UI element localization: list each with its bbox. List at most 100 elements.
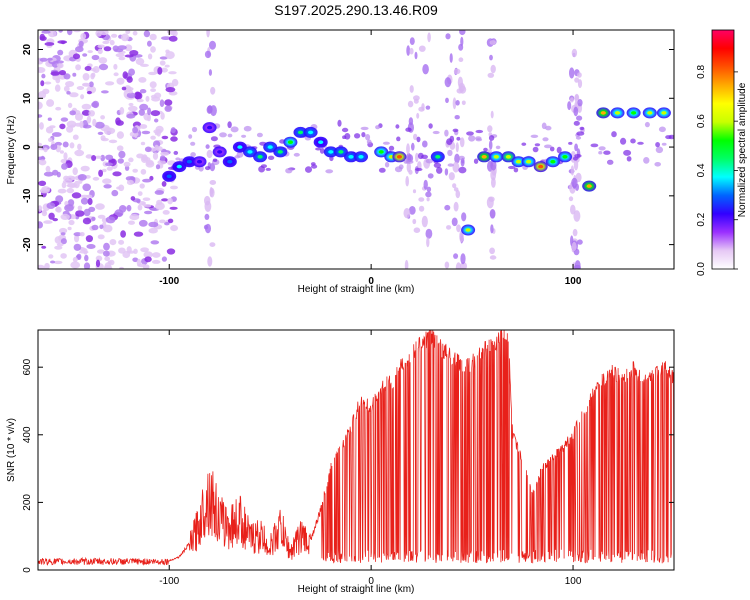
- colorbar-ticks: 0.0 0.2 0.4 0.6 0.8: [696, 64, 738, 276]
- noise-blob: [141, 130, 151, 135]
- noise-blob: [79, 232, 85, 237]
- noise-blob: [117, 45, 127, 50]
- spectrogram-track: [333, 146, 348, 158]
- noise-blob: [449, 135, 455, 143]
- noise-streak: [404, 259, 409, 269]
- noise-blob: [59, 150, 64, 154]
- noise-blob: [128, 105, 138, 112]
- noise-blob: [97, 44, 105, 49]
- noise-blob: [285, 168, 293, 174]
- noise-blob: [105, 81, 115, 86]
- noise-blob: [82, 183, 91, 192]
- noise-blob: [159, 56, 168, 60]
- noise-blob: [59, 227, 68, 234]
- noise-blob: [157, 160, 166, 165]
- spectrogram-frame: [37, 29, 675, 270]
- noise-blob: [144, 210, 153, 215]
- noise-blob: [169, 206, 178, 210]
- noise-streak: [413, 133, 418, 141]
- y-tick-label: 0: [22, 144, 33, 150]
- noise-blob: [661, 142, 667, 146]
- noise-blob: [205, 166, 211, 171]
- noise-blob: [82, 53, 88, 57]
- noise-blob: [38, 221, 43, 229]
- noise-streak: [427, 32, 431, 43]
- noise-streak: [489, 255, 497, 260]
- noise-blob: [337, 119, 342, 127]
- noise-blob: [173, 150, 179, 155]
- noise-blob: [75, 64, 81, 71]
- noise-blob: [97, 234, 105, 240]
- noise-blob: [79, 247, 87, 252]
- noise-blob: [80, 94, 85, 100]
- noise-blob: [428, 123, 433, 129]
- noise-blob: [150, 240, 160, 245]
- noise-blob: [598, 151, 603, 155]
- noise-blob: [44, 81, 52, 85]
- noise-streak: [576, 115, 583, 121]
- noise-blob: [50, 71, 60, 76]
- spectrogram-track: [283, 136, 298, 148]
- noise-blob: [149, 33, 157, 41]
- spectrogram-track: [354, 151, 368, 163]
- noise-blob: [104, 256, 111, 262]
- noise-blob: [360, 126, 369, 131]
- spectrogram-track: [626, 107, 641, 119]
- noise-streak: [206, 149, 213, 159]
- noise-blob: [165, 87, 176, 93]
- noise-blob: [142, 178, 152, 183]
- noise-blob: [138, 77, 147, 83]
- noise-blob: [241, 134, 247, 138]
- noise-blob: [164, 99, 173, 106]
- noise-streak: [490, 64, 496, 74]
- noise-blob: [86, 115, 92, 124]
- spectrogram-track: [610, 107, 625, 119]
- noise-streak: [206, 30, 210, 38]
- noise-streak: [572, 228, 578, 237]
- noise-streak: [575, 172, 582, 183]
- noise-streak: [445, 33, 451, 40]
- noise-blob: [87, 50, 93, 54]
- noise-blob: [140, 141, 146, 146]
- noise-blob: [159, 155, 166, 162]
- spectrogram-track: [374, 146, 389, 158]
- noise-blob: [150, 88, 157, 92]
- spectrogram-track: [192, 156, 207, 168]
- noise-blob: [106, 166, 113, 171]
- noise-streak: [414, 51, 418, 60]
- noise-streak: [406, 161, 411, 173]
- noise-blob: [119, 266, 124, 269]
- noise-blob: [95, 259, 101, 268]
- noise-blob: [60, 238, 67, 245]
- spectrogram-track: [313, 136, 328, 148]
- noise-streak: [453, 253, 459, 259]
- noise-blob: [168, 91, 178, 96]
- noise-streak: [444, 77, 452, 88]
- noise-blob: [637, 141, 644, 145]
- noise-streak: [409, 37, 415, 45]
- noise-blob: [137, 204, 143, 211]
- noise-blob: [75, 210, 85, 217]
- spectrogram-track: [596, 107, 611, 119]
- x-tick-label: -100: [159, 276, 179, 287]
- noise-blob: [159, 99, 165, 107]
- spectrogram-track: [656, 107, 671, 119]
- noise-streak: [422, 63, 429, 75]
- noise-blob: [227, 133, 233, 138]
- noise-blob: [74, 234, 80, 243]
- noise-blob: [41, 73, 46, 79]
- noise-blob: [74, 122, 84, 127]
- noise-blob: [60, 253, 67, 259]
- noise-blob: [315, 147, 322, 151]
- noise-blob: [415, 167, 423, 172]
- noise-blob: [92, 118, 97, 127]
- noise-blob: [38, 142, 43, 147]
- noise-blob: [60, 40, 66, 45]
- noise-blob: [416, 136, 421, 143]
- noise-blob: [164, 64, 170, 68]
- spectrogram-track: [477, 151, 492, 163]
- noise-blob: [447, 149, 453, 157]
- noise-streak: [454, 153, 460, 164]
- noise-blob: [310, 162, 316, 166]
- noise-blob: [99, 224, 104, 230]
